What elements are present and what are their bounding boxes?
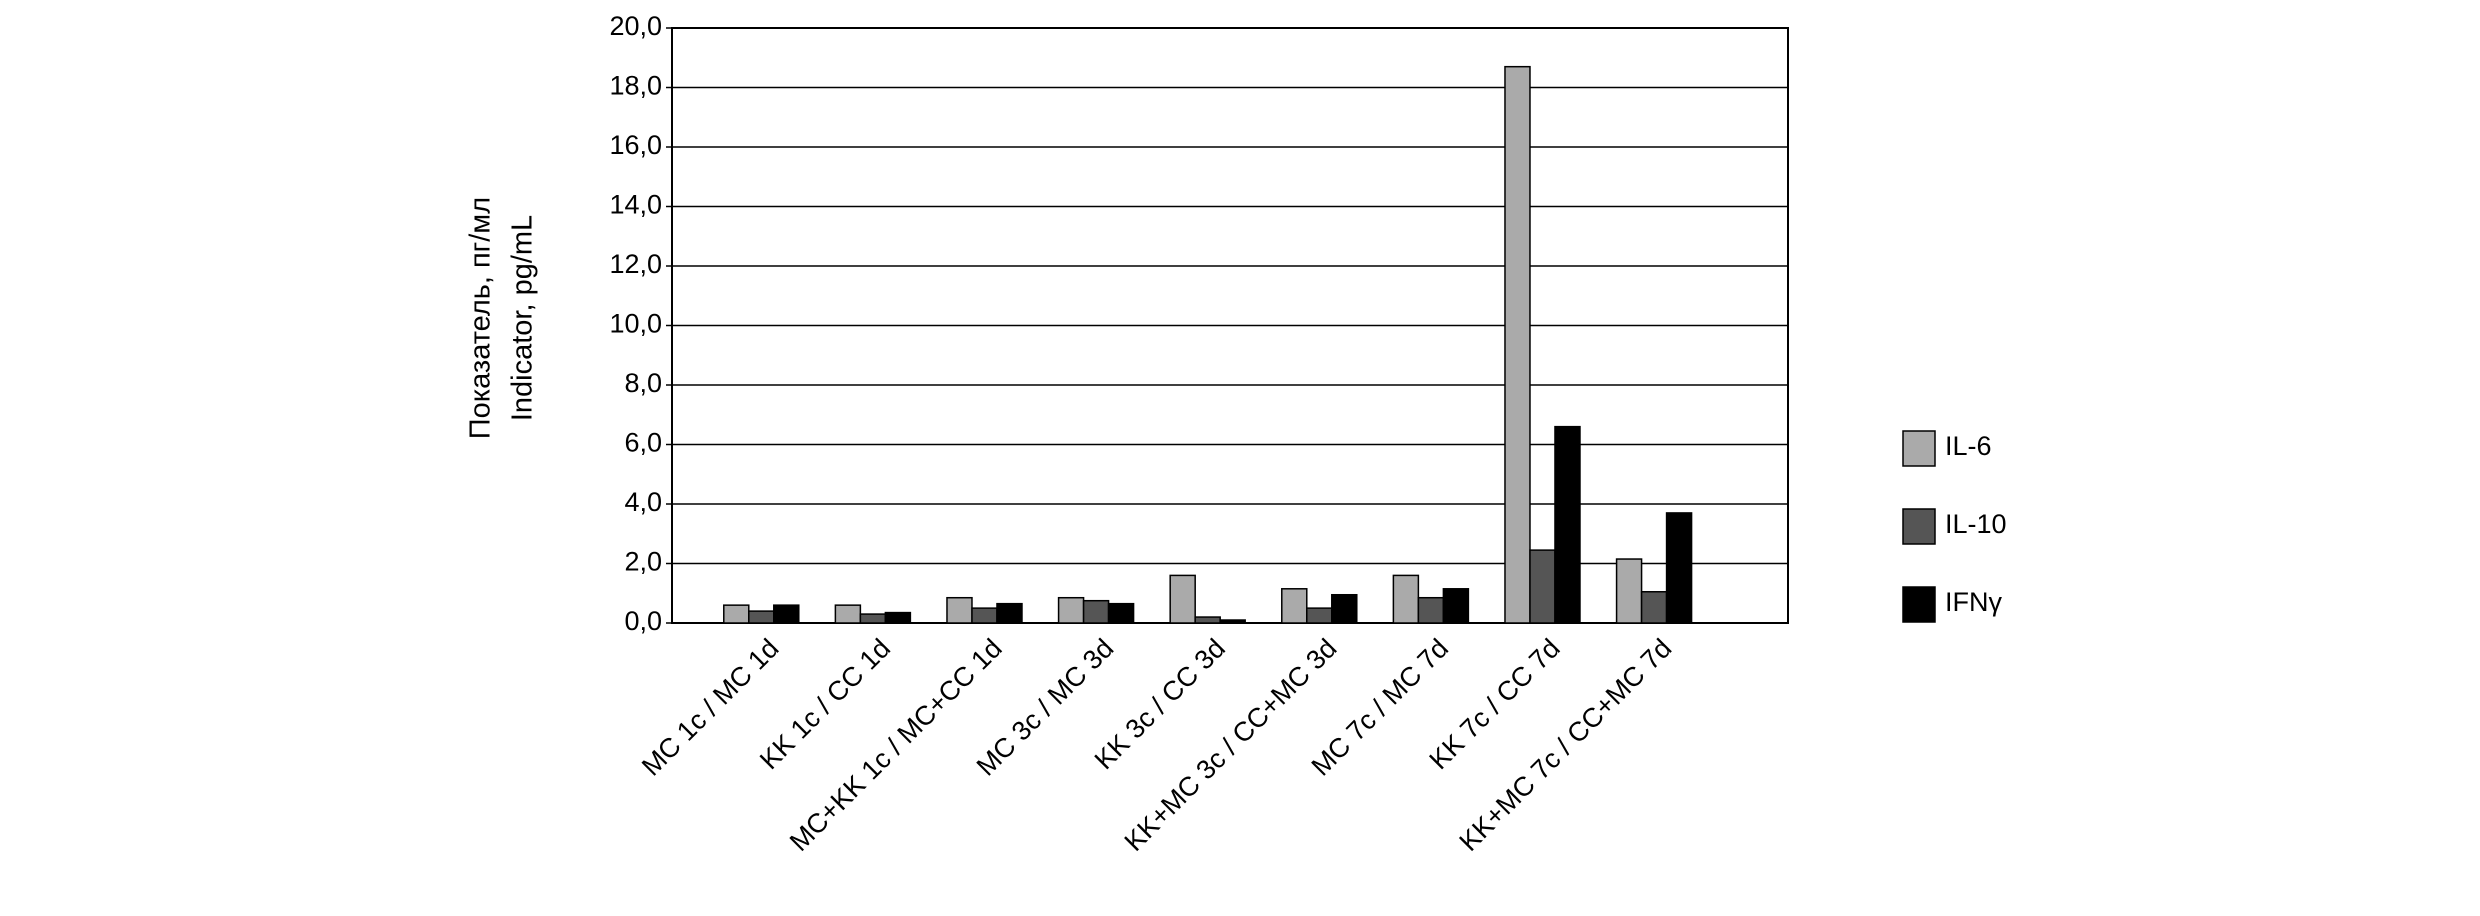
bar [971, 607, 998, 624]
bar [1107, 602, 1135, 624]
bar [773, 604, 800, 624]
x-tick-label: MC+KK 1c / MC+CC 1d [784, 633, 1008, 857]
bar [1640, 591, 1668, 624]
y-tick-label: 8,0 [624, 368, 662, 398]
y-tick-label: 0,0 [624, 606, 662, 636]
y-tick-label: 10,0 [609, 309, 662, 339]
y-tick-label: 16,0 [609, 130, 662, 160]
bar [1306, 607, 1333, 624]
bar [748, 610, 775, 624]
y-tick-label: 6,0 [624, 428, 662, 458]
bar [884, 611, 912, 624]
bar [1417, 596, 1445, 624]
x-tick-label: KK+MC 3c / CC+MC 3d [1119, 633, 1343, 857]
legend-swatch [1902, 430, 1936, 467]
bar [1504, 65, 1531, 624]
y-axis-label: Показатель, пг/мл [465, 197, 497, 439]
bar [996, 602, 1023, 624]
bar [1281, 588, 1308, 624]
y-tick-label: 12,0 [609, 249, 662, 279]
legend-label: IL-6 [1945, 431, 1992, 461]
y-tick-label: 14,0 [609, 190, 662, 220]
bar [1554, 425, 1581, 624]
bar [1169, 574, 1196, 624]
legend-swatch [1902, 508, 1936, 545]
legend-label: IFNγ [1945, 587, 2002, 617]
y-tick-label: 4,0 [624, 487, 662, 517]
bar [1392, 574, 1420, 624]
bar [1219, 619, 1246, 624]
bar [834, 604, 862, 624]
bar [946, 596, 973, 624]
bar [1194, 616, 1221, 624]
y-tick-label: 18,0 [609, 71, 662, 101]
bar [1665, 512, 1693, 624]
bar [1529, 549, 1556, 624]
bar [1057, 596, 1085, 624]
y-tick-label: 20,0 [609, 11, 662, 41]
legend-label: IL-10 [1945, 509, 2007, 539]
x-tick-label: KK+MC 7c / CC+MC 7d [1453, 633, 1677, 857]
bar [723, 604, 750, 624]
bar [1082, 599, 1110, 624]
bar [1331, 593, 1358, 624]
bar [1442, 588, 1470, 624]
y-tick-label: 2,0 [624, 547, 662, 577]
bar [859, 613, 887, 624]
y-axis-label: Indicator, pg/mL [507, 215, 539, 421]
legend-swatch [1902, 586, 1936, 623]
bar [1615, 558, 1643, 624]
